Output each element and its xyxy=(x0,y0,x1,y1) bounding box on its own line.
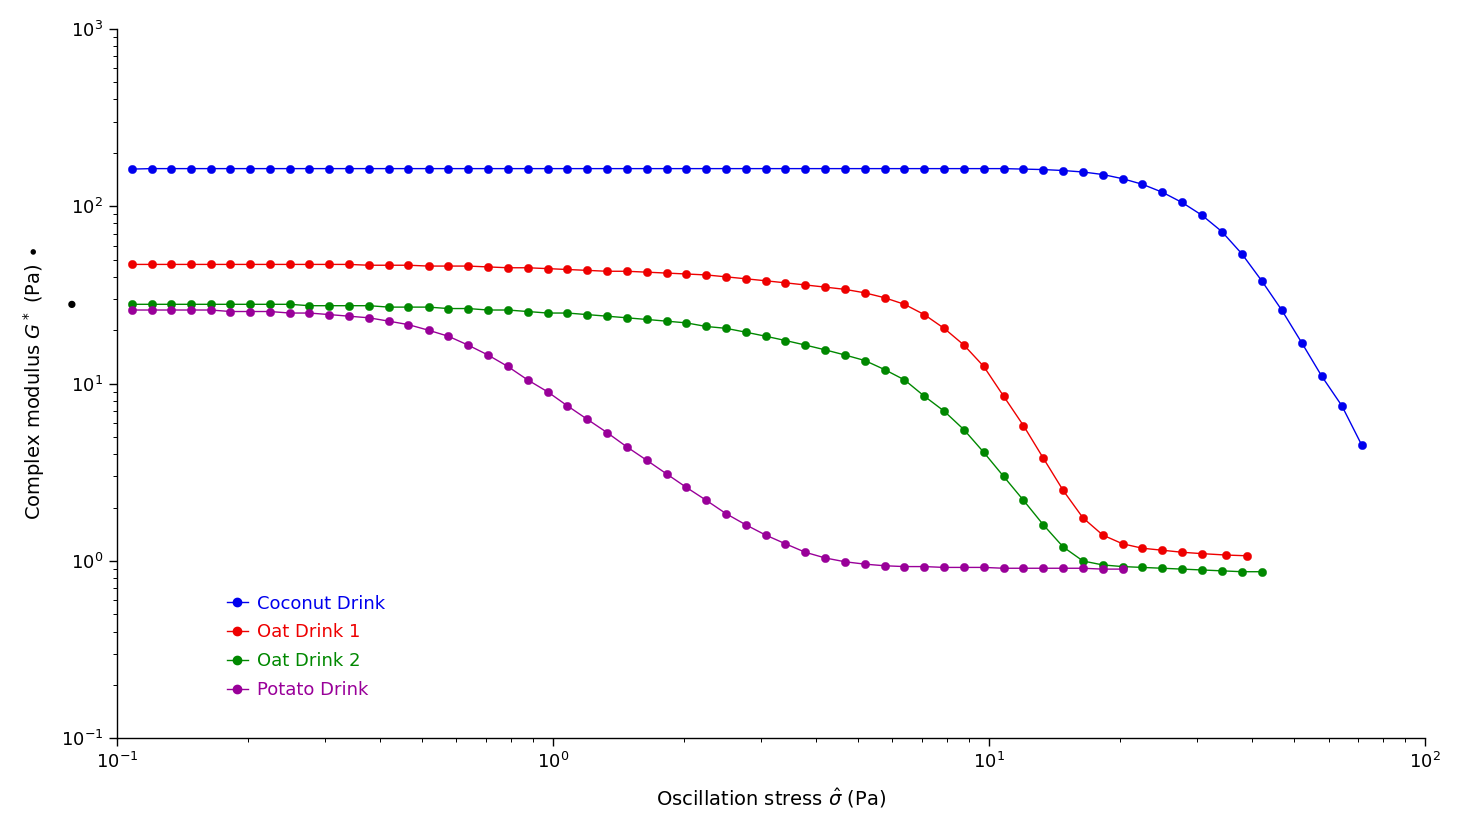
Coconut Drink xyxy=(718,164,735,174)
Potato Drink xyxy=(1094,564,1111,574)
Legend: Coconut Drink, Oat Drink 1, Oat Drink 2, Potato Drink: Coconut Drink, Oat Drink 1, Oat Drink 2,… xyxy=(218,586,395,708)
Potato Drink xyxy=(836,557,854,567)
Oat Drink 2 xyxy=(1232,567,1250,577)
Coconut Drink xyxy=(757,164,775,174)
Y-axis label: Complex modulus $G^*$ (Pa) $\bullet$: Complex modulus $G^*$ (Pa) $\bullet$ xyxy=(20,247,47,520)
Oat Drink 2 xyxy=(1253,567,1270,577)
Oat Drink 1 xyxy=(123,259,140,269)
Coconut Drink xyxy=(994,164,1012,174)
Potato Drink xyxy=(440,332,458,342)
Line: Oat Drink 1: Oat Drink 1 xyxy=(127,260,1251,560)
Oat Drink 1 xyxy=(162,259,180,269)
Oat Drink 2 xyxy=(399,302,417,312)
Oat Drink 1 xyxy=(420,261,437,271)
Coconut Drink xyxy=(519,164,537,174)
Coconut Drink xyxy=(1352,440,1370,450)
Oat Drink 1 xyxy=(1238,551,1256,561)
Line: Potato Drink: Potato Drink xyxy=(127,306,1127,573)
Text: $\bullet$: $\bullet$ xyxy=(63,292,77,315)
Oat Drink 1 xyxy=(598,266,616,276)
Coconut Drink xyxy=(480,164,497,174)
Oat Drink 1 xyxy=(183,259,200,269)
Line: Oat Drink 2: Oat Drink 2 xyxy=(127,300,1266,576)
Oat Drink 2 xyxy=(380,302,398,312)
Coconut Drink xyxy=(143,164,161,174)
Potato Drink xyxy=(341,311,358,321)
Oat Drink 2 xyxy=(955,425,972,435)
Oat Drink 2 xyxy=(1075,556,1092,566)
Potato Drink xyxy=(1114,564,1132,574)
Oat Drink 1 xyxy=(876,293,893,302)
Oat Drink 2 xyxy=(123,299,140,309)
Potato Drink xyxy=(1075,563,1092,573)
Line: Coconut Drink: Coconut Drink xyxy=(127,165,1366,450)
Oat Drink 1 xyxy=(896,299,914,309)
Oat Drink 2 xyxy=(1193,565,1211,575)
Coconut Drink xyxy=(123,164,140,174)
Coconut Drink xyxy=(1333,401,1351,411)
Potato Drink xyxy=(420,325,437,335)
Oat Drink 2 xyxy=(876,365,893,375)
Potato Drink xyxy=(123,305,140,315)
Potato Drink xyxy=(776,538,794,548)
X-axis label: Oscillation stress $\hat{\sigma}$ (Pa): Oscillation stress $\hat{\sigma}$ (Pa) xyxy=(656,786,886,810)
